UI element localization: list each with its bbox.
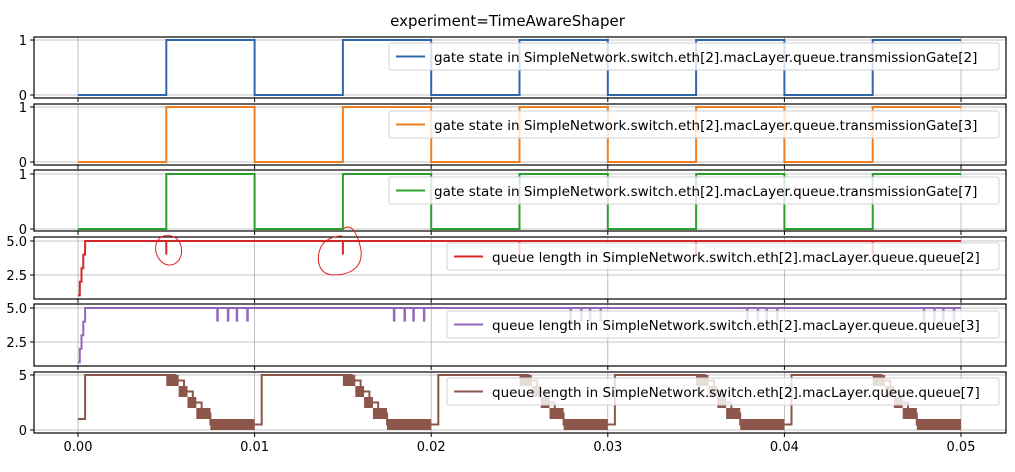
- xtick-label: 0.03: [593, 440, 622, 455]
- ytick-label: 0: [19, 89, 27, 104]
- ytick-label: 2.5: [6, 336, 27, 351]
- queue-burst-block: [916, 419, 961, 430]
- legend-label: queue length in SimpleNetwork.switch.eth…: [492, 318, 980, 334]
- queue-burst-block: [355, 386, 365, 397]
- annotation-circle: [317, 226, 362, 276]
- xtick-label: 0.05: [947, 440, 976, 455]
- legend-label: gate state in SimpleNetwork.switch.eth[2…: [434, 50, 977, 66]
- xtick-label: 0.01: [240, 440, 269, 455]
- ytick-label: 1: [19, 168, 27, 183]
- subplot-4: [78, 240, 961, 297]
- xtick-label: 0.02: [417, 440, 446, 455]
- queue-burst-block: [166, 375, 179, 386]
- xtick-label: 0.04: [770, 440, 799, 455]
- legend-3: gate state in SimpleNetwork.switch.eth[2…: [388, 176, 1000, 205]
- ytick-label: 0: [19, 223, 27, 238]
- legend-label: gate state in SimpleNetwork.switch.eth[2…: [434, 118, 977, 134]
- ytick-label: 5.0: [6, 302, 27, 317]
- legend-label: queue length in SimpleNetwork.switch.eth…: [492, 385, 980, 401]
- chart-title: experiment=TimeAwareShaper: [390, 12, 625, 30]
- queue-burst-block: [372, 408, 388, 419]
- queue-burst-block: [549, 408, 564, 419]
- annotation-circle: [155, 235, 183, 266]
- queue-burst-block: [196, 408, 211, 419]
- queue-burst-block: [563, 419, 608, 430]
- ytick-label: 0: [19, 156, 27, 171]
- queue-burst-block: [210, 419, 255, 430]
- legend-1: gate state in SimpleNetwork.switch.eth[2…: [388, 42, 1000, 71]
- ytick-label: 1: [19, 34, 27, 49]
- ytick-label: 5.0: [6, 235, 27, 250]
- ytick-label: 0: [19, 424, 27, 439]
- ytick-label: 5: [19, 369, 27, 384]
- axes-frame: [33, 103, 1007, 166]
- queue-burst-block: [187, 397, 197, 408]
- queue-burst-block: [178, 386, 188, 397]
- queue-burst-block: [902, 408, 917, 419]
- legend-4: queue length in SimpleNetwork.switch.eth…: [446, 242, 1000, 271]
- queue-burst-block: [342, 375, 356, 386]
- axes-frame: [33, 371, 1007, 434]
- axes-frame: [33, 303, 1007, 367]
- axes-frame: [33, 236, 1007, 300]
- legend-2: gate state in SimpleNetwork.switch.eth[2…: [388, 110, 1000, 139]
- ytick-label: 2.5: [6, 269, 27, 284]
- queue-burst-block: [726, 408, 741, 419]
- queue-burst-block: [387, 419, 432, 430]
- axes-frame: [33, 169, 1007, 232]
- legend-6: queue length in SimpleNetwork.switch.eth…: [446, 377, 1000, 406]
- xtick-label: 0.00: [64, 440, 93, 455]
- queue-burst-block: [740, 419, 785, 430]
- series-line: [78, 240, 961, 297]
- series-line: [78, 307, 961, 364]
- legend-label: gate state in SimpleNetwork.switch.eth[2…: [434, 184, 977, 200]
- ytick-label: 1: [19, 101, 27, 116]
- axes-frame: [33, 36, 1007, 99]
- legend-label: queue length in SimpleNetwork.switch.eth…: [492, 250, 980, 266]
- queue-burst-block: [364, 397, 373, 408]
- legend-5: queue length in SimpleNetwork.switch.eth…: [446, 310, 1000, 339]
